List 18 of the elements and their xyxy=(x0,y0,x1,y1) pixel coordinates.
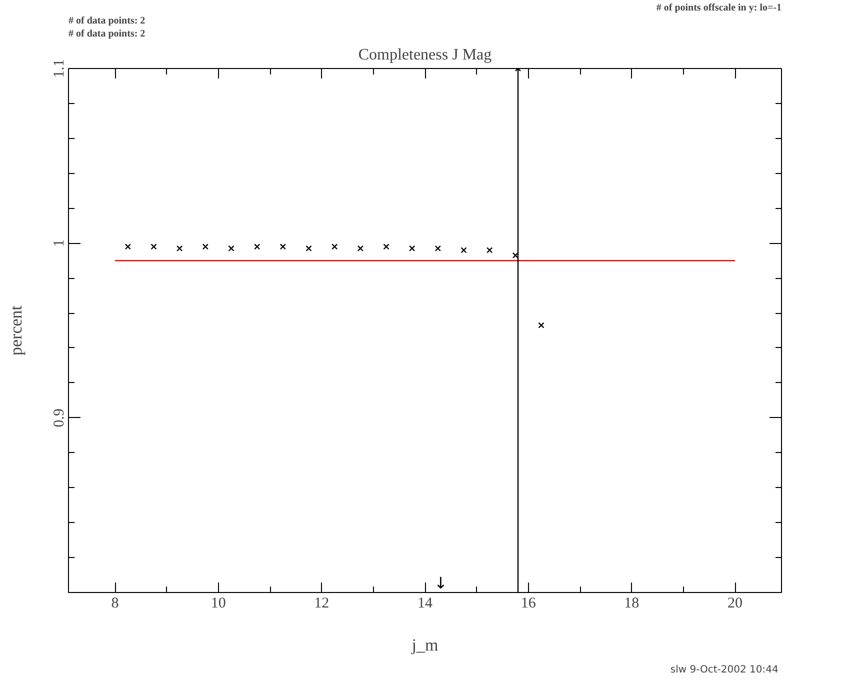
y-axis-title: percent xyxy=(6,305,26,356)
x-tick-label: 14 xyxy=(418,596,433,612)
x-axis-title: j_m xyxy=(410,636,438,654)
x-tick-label: 8 xyxy=(111,596,119,612)
text: # of points offscale in y: lo=-1 xyxy=(656,2,782,14)
annotation: ↓ xyxy=(434,574,448,592)
y-tick-label: 1 xyxy=(52,239,68,247)
text: slw 9-Oct-2002 10:44 xyxy=(670,664,778,676)
y-tick-label: 0.9 xyxy=(52,408,68,428)
x-tick-label: 18 xyxy=(624,596,640,612)
x-tick-label: 12 xyxy=(314,596,330,612)
x-tick-label: 10 xyxy=(210,596,226,612)
chart-title: Completeness J Mag xyxy=(358,46,492,64)
x-tick-label: 16 xyxy=(520,596,536,612)
y-tick-label: 1.1 xyxy=(52,59,68,78)
text: # of data points: 2 xyxy=(68,16,146,26)
x-tick-label: 20 xyxy=(728,596,742,612)
text: # of data points: 2 xyxy=(68,28,146,40)
